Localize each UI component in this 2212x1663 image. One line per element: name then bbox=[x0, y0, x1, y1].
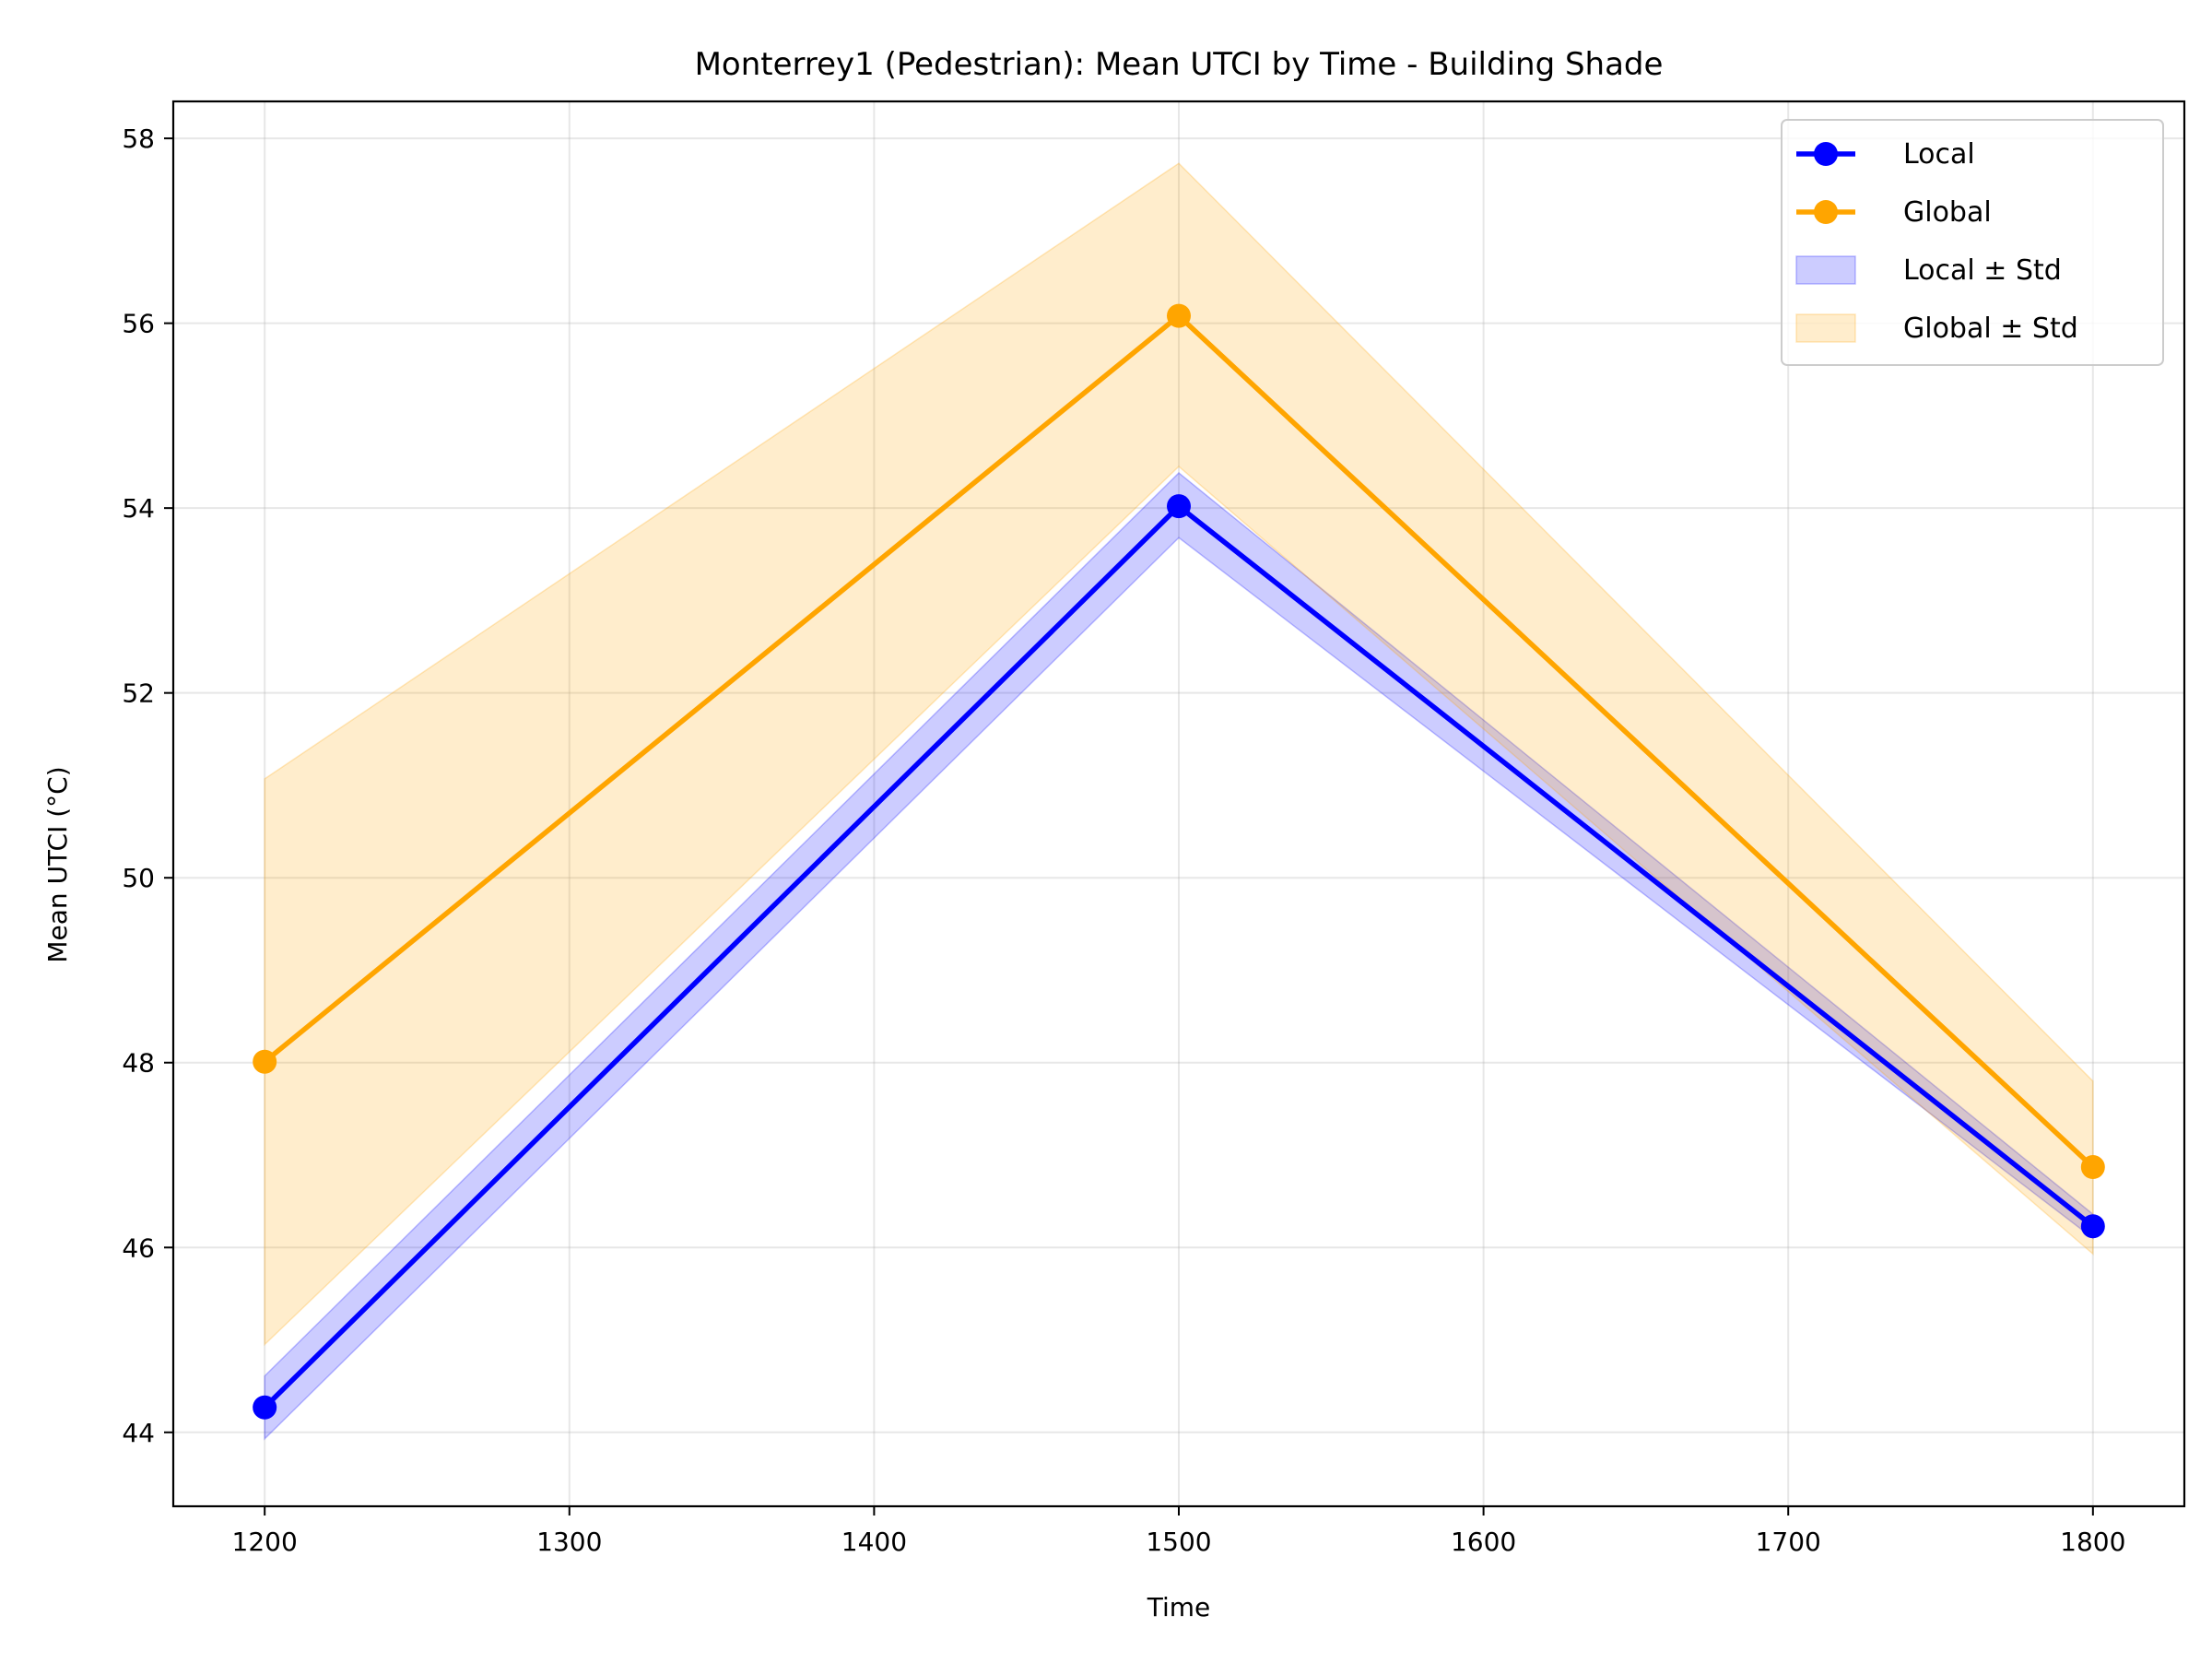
legend-label: Global bbox=[1903, 196, 1992, 229]
y-tick-label: 54 bbox=[122, 493, 155, 524]
legend-label: Global ± Std bbox=[1903, 313, 2078, 345]
data-point-global bbox=[253, 1049, 277, 1074]
x-axis-label: Time bbox=[1147, 1592, 1211, 1622]
x-tick-label: 1800 bbox=[2060, 1527, 2125, 1557]
legend-swatch-band bbox=[1795, 313, 1856, 343]
x-tick-label: 1700 bbox=[1756, 1527, 1821, 1557]
y-tick-label: 48 bbox=[122, 1048, 155, 1079]
legend-label: Local bbox=[1903, 138, 1975, 171]
y-tick-label: 50 bbox=[122, 863, 155, 893]
x-tick-label: 1300 bbox=[536, 1527, 602, 1557]
data-point-global bbox=[2080, 1155, 2105, 1180]
std-bands bbox=[264, 162, 2094, 1441]
y-axis-label: Mean UTCI (°C) bbox=[42, 766, 73, 962]
y-tick-label: 58 bbox=[122, 124, 155, 154]
data-point-local bbox=[1167, 494, 1191, 519]
legend-label: Local ± Std bbox=[1903, 254, 2062, 287]
series-lines bbox=[253, 303, 2105, 1420]
legend: Local Global Local ± Std Global ± Std bbox=[1781, 119, 2164, 366]
x-tick-label: 1600 bbox=[1451, 1527, 1516, 1557]
y-tick-label: 44 bbox=[122, 1418, 155, 1448]
axes: 1200 1300 1400 1500 1600 1700 1800 44 46 48 50 52 54… bbox=[122, 100, 2186, 1557]
band-local bbox=[264, 472, 2094, 1441]
y-tick-label: 46 bbox=[122, 1233, 155, 1263]
legend-box bbox=[1781, 119, 2164, 366]
legend-swatch-band bbox=[1795, 255, 1856, 285]
y-tick-label: 56 bbox=[122, 309, 155, 339]
x-tick-label: 1200 bbox=[232, 1527, 298, 1557]
y-tick-label: 52 bbox=[122, 678, 155, 709]
band-global bbox=[264, 162, 2094, 1347]
legend-swatch-marker bbox=[1814, 142, 1838, 166]
x-tick-label: 1400 bbox=[841, 1527, 907, 1557]
chart-title: Monterrey1 (Pedestrian): Mean UTCI by Ti… bbox=[695, 46, 1664, 83]
data-point-global bbox=[1167, 303, 1191, 328]
data-point-local bbox=[253, 1395, 277, 1420]
x-tick-label: 1500 bbox=[1146, 1527, 1211, 1557]
legend-swatch-marker bbox=[1814, 200, 1838, 224]
data-point-local bbox=[2080, 1214, 2105, 1239]
